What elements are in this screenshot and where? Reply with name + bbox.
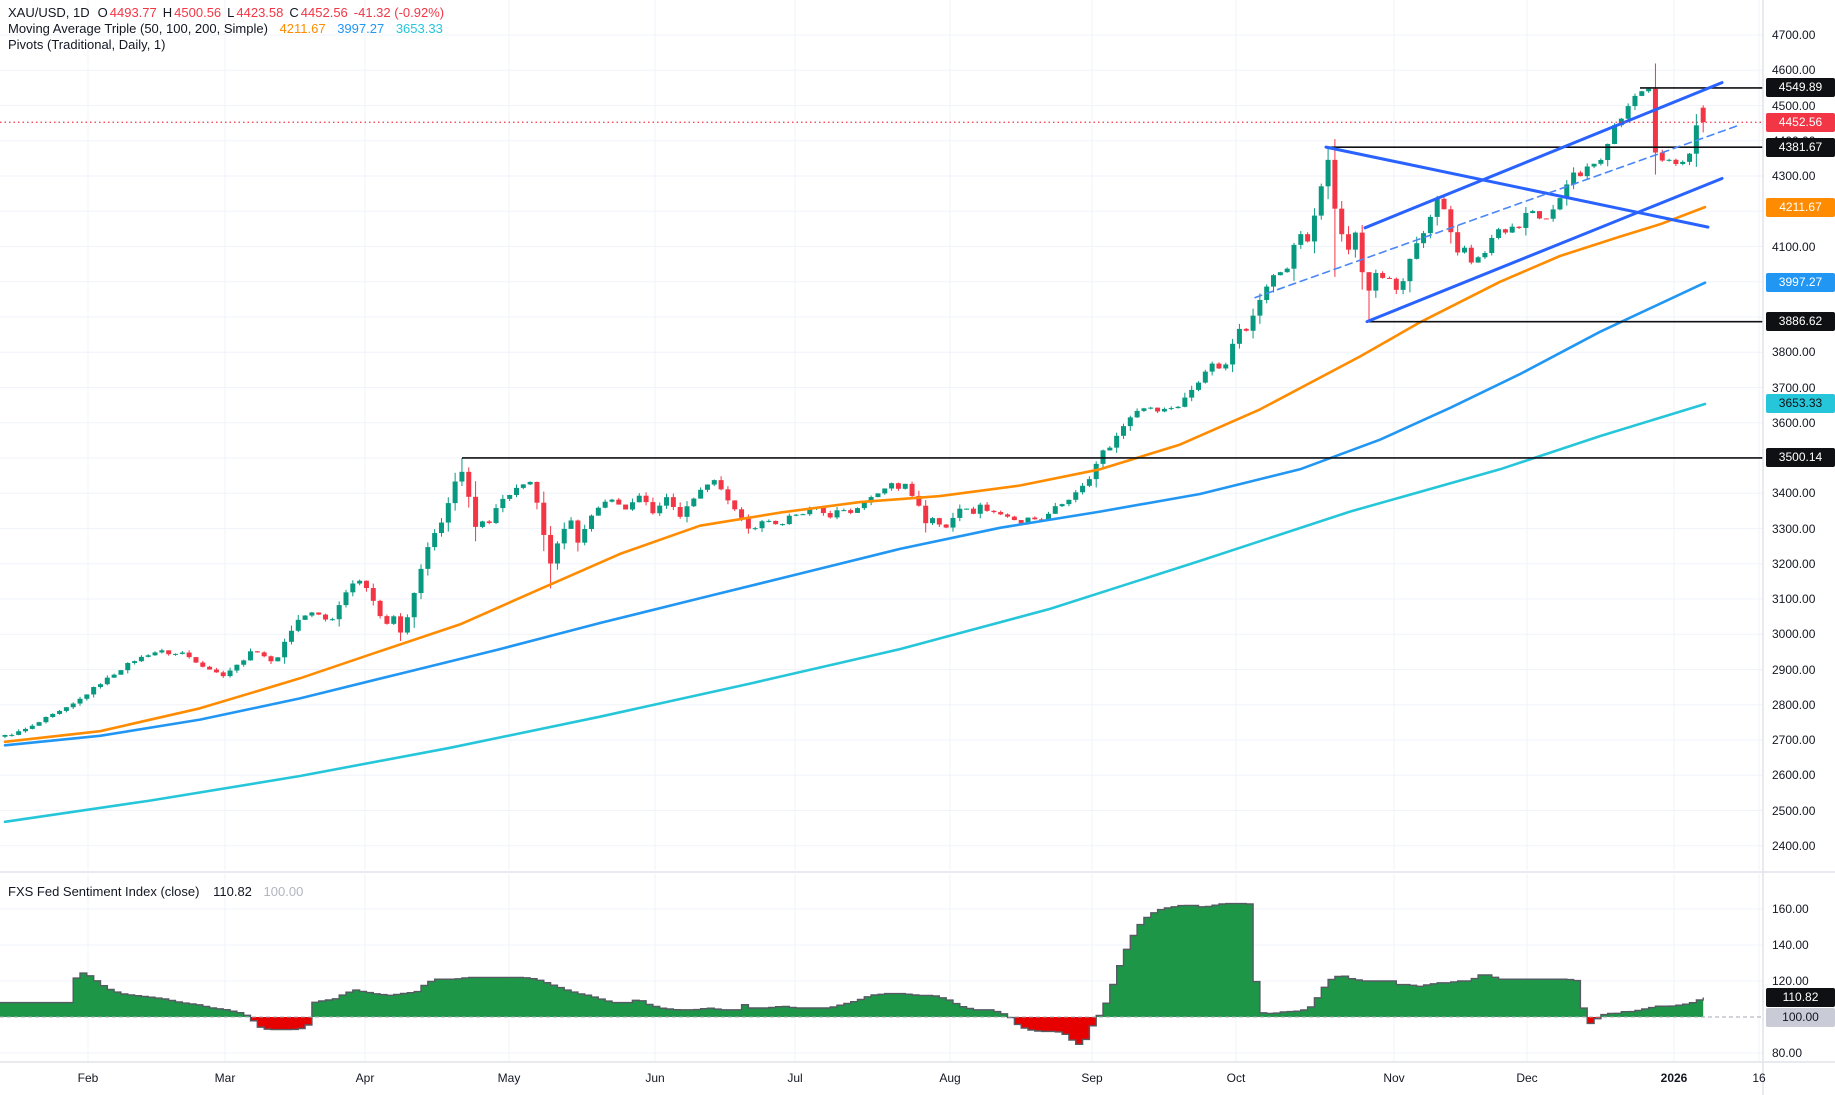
time-label-Dec[interactable]: Dec	[1516, 1071, 1538, 1085]
change-value: -41.32 (-0.92%)	[353, 5, 445, 20]
sentiment-tick-140: 140.00	[1772, 938, 1809, 952]
price-badge-4452.56: 4452.56	[1766, 112, 1835, 132]
ma-indicator-label[interactable]: Moving Average Triple (50, 100, 200, Sim…	[8, 21, 268, 36]
time-label-Mar[interactable]: Mar	[214, 1071, 236, 1085]
time-label-Jun[interactable]: Jun	[645, 1071, 665, 1085]
trendline-2[interactable]	[1363, 81, 1724, 230]
ohlc-low: L 4423.58	[227, 5, 284, 20]
price-tick-4300: 4300.00	[1772, 169, 1816, 183]
time-label-Sep[interactable]: Sep	[1081, 1071, 1103, 1085]
sentiment-area-negative	[0, 1017, 1704, 1045]
price-tick-3600: 3600.00	[1772, 415, 1816, 430]
price-tick-2800: 2800.00	[1772, 697, 1816, 712]
price-badge-4211.67: 4211.67	[1766, 197, 1835, 217]
price-tick-3800: 3800.00	[1772, 345, 1816, 360]
price-tick-4100: 4100.00	[1772, 239, 1816, 254]
sentiment-line	[0, 902, 1704, 1045]
candles-layer	[2, 63, 1706, 739]
ohlc-close: C 4452.56	[289, 5, 348, 20]
price-tick-3100: 3100.00	[1772, 592, 1816, 606]
time-label-May[interactable]: May	[497, 1071, 521, 1085]
price-tick-3400: 3400.00	[1772, 486, 1816, 501]
price-badge-3653.33: 3653.33	[1766, 394, 1835, 414]
symbol-title[interactable]: XAU/USD, 1D	[8, 5, 90, 20]
legend-main: XAU/USD, 1D O 4493.77 H 4500.56 L 4423.58 C 4452…	[8, 5, 444, 53]
price-tick-3000: 3000.00	[1772, 627, 1816, 642]
price-tick-3200: 3200.00	[1772, 556, 1816, 571]
ohlc-open: O 4493.77	[97, 5, 157, 20]
ohlc-high: H 4500.56	[162, 5, 222, 20]
price-tick-2700: 2700.00	[1772, 733, 1816, 747]
time-label-Nov[interactable]: Nov	[1383, 1071, 1405, 1085]
trendline-4[interactable]	[1254, 124, 1741, 299]
price-tick-2600: 2600.00	[1772, 768, 1816, 783]
time-label-Feb[interactable]: Feb	[77, 1071, 99, 1085]
sentiment-indicator-label[interactable]: FXS Fed Sentiment Index (close)	[8, 884, 200, 899]
ma100-value: 3997.27	[337, 21, 385, 36]
ma-line-ma100[interactable]	[3, 281, 1707, 747]
time-label-16[interactable]: 16	[1752, 1071, 1766, 1085]
price-tick-2500: 2500.00	[1772, 803, 1816, 818]
moving-averages-layer	[3, 205, 1707, 824]
time-label-Oct[interactable]: Oct	[1226, 1071, 1246, 1085]
price-tick-2900: 2900.00	[1772, 662, 1816, 677]
sentiment-base-value: 100.00	[263, 884, 304, 899]
ma-line-ma200[interactable]	[3, 402, 1707, 824]
time-axis[interactable]	[0, 1062, 1835, 1095]
price-badge-3500.14: 3500.14	[1766, 448, 1835, 468]
pivots-indicator-label[interactable]: Pivots (Traditional, Daily, 1)	[8, 37, 166, 52]
sentiment-tick-160: 160.00	[1772, 902, 1809, 916]
trendline-3[interactable]	[1365, 176, 1724, 324]
time-label-Jul[interactable]: Jul	[787, 1071, 803, 1085]
sentiment-tick-120: 120.00	[1772, 974, 1809, 988]
legend-pivots-row[interactable]: Pivots (Traditional, Daily, 1)	[8, 37, 444, 53]
price-tick-4500: 4500.00	[1772, 98, 1816, 113]
legend-symbol-row[interactable]: XAU/USD, 1D O 4493.77 H 4500.56 L 4423.58 C 4452…	[8, 5, 444, 21]
price-badge-4549.89: 4549.89	[1766, 78, 1835, 98]
grid-layer	[0, 0, 1763, 1062]
pane-separator[interactable]	[0, 870, 1763, 875]
time-label-Aug[interactable]: Aug	[939, 1071, 961, 1085]
price-tick-4700: 4700.00	[1772, 28, 1816, 42]
price-badge-3886.62: 3886.62	[1766, 312, 1835, 332]
sentiment-tick-80: 80.00	[1772, 1046, 1803, 1060]
sentiment-area-layer	[0, 902, 1763, 1045]
sentiment-value: 110.82	[213, 884, 252, 899]
ma200-value: 3653.33	[395, 21, 443, 36]
trendline-1[interactable]	[1324, 145, 1710, 229]
sentiment-badge-100.00: 100.00	[1766, 1007, 1835, 1027]
price-badge-4381.67: 4381.67	[1766, 137, 1835, 157]
time-label-Apr[interactable]: Apr	[355, 1071, 375, 1085]
sentiment-area-positive	[0, 903, 1704, 1017]
ma-line-ma50[interactable]	[3, 205, 1707, 744]
price-tick-3300: 3300.00	[1772, 521, 1816, 536]
time-label-2026[interactable]: 2026	[1660, 1071, 1688, 1085]
drawings-layer[interactable]	[0, 81, 1763, 459]
price-badge-3997.27: 3997.27	[1766, 273, 1835, 293]
ma50-value: 4211.67	[279, 21, 326, 36]
price-tick-3700: 3700.00	[1772, 380, 1816, 395]
legend-sentiment[interactable]: FXS Fed Sentiment Index (close) 110.82 1…	[8, 884, 303, 899]
price-tick-2400: 2400.00	[1772, 838, 1816, 853]
price-tick-4600: 4600.00	[1772, 63, 1816, 78]
sentiment-badge-110.82: 110.82	[1766, 988, 1835, 1008]
legend-ma-row[interactable]: Moving Average Triple (50, 100, 200, Sim…	[8, 21, 444, 37]
